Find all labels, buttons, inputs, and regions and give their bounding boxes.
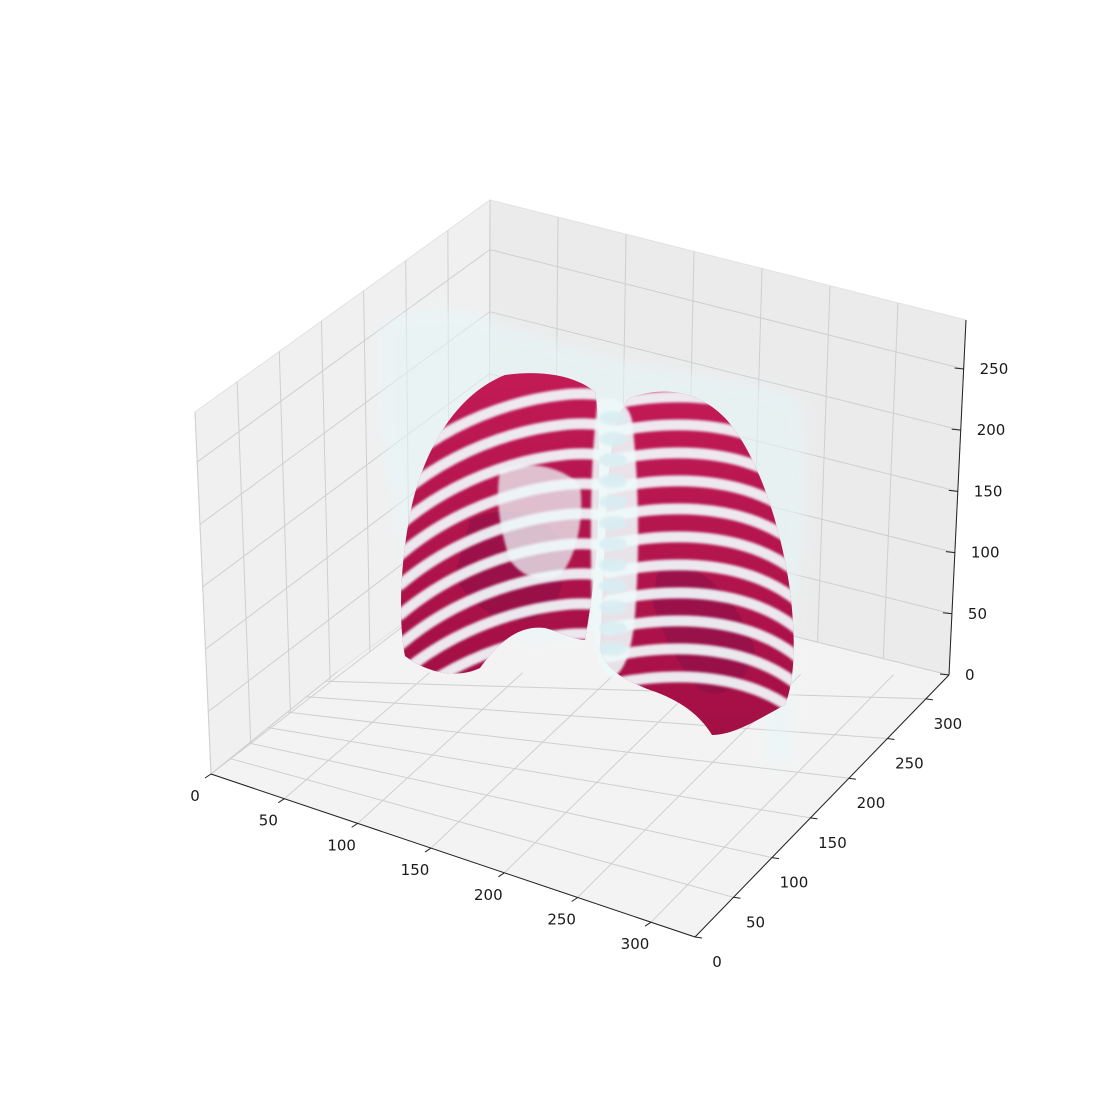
y-tick-label: 0	[712, 953, 722, 971]
gridline	[357, 672, 523, 824]
gridline	[503, 673, 709, 874]
gridline	[882, 302, 899, 659]
y-tick-mark	[694, 936, 703, 939]
z-tick-label: 200	[977, 421, 1006, 439]
y-tick-mark	[771, 857, 780, 860]
x-axis-line	[210, 773, 696, 938]
z-tick-label: 0	[965, 666, 975, 684]
sternum	[498, 465, 582, 580]
vertebra	[599, 495, 627, 509]
gridline	[236, 381, 252, 744]
y-tick-mark	[925, 698, 933, 701]
x-tick-label: 300	[621, 935, 650, 953]
vertebra	[599, 558, 627, 572]
x-tick-label: 250	[547, 910, 576, 928]
x-tick-mark	[498, 872, 505, 878]
axes	[204, 319, 967, 939]
z-tick-mark	[954, 367, 964, 370]
gridline	[817, 285, 831, 643]
gridline	[278, 351, 291, 713]
x-tick-label: 50	[259, 812, 278, 830]
x-tick-label: 200	[474, 886, 503, 904]
gridline	[249, 742, 773, 859]
y-tick-label: 300	[934, 715, 963, 733]
x-tick-mark	[424, 847, 432, 853]
y-axis-line	[694, 674, 950, 938]
x-tick-label: 150	[401, 861, 430, 879]
vertebra	[599, 516, 627, 530]
vertebra	[599, 453, 627, 467]
rib	[400, 568, 600, 651]
x-tick-mark	[571, 897, 578, 902]
tick-labels: 0 50 100 150 200 250 300 0 50 100 150 200 250 300 0 50 1…	[190, 360, 1008, 971]
y-tick-label: 100	[780, 874, 809, 892]
vertebra	[599, 642, 627, 656]
y-tick-mark	[733, 896, 741, 899]
y-tick-label: 250	[895, 755, 924, 773]
x-tick-label: 0	[190, 787, 200, 805]
rib	[400, 598, 600, 674]
gridline	[430, 673, 616, 849]
vertebra	[599, 579, 627, 593]
rib	[400, 418, 600, 501]
vertebra	[599, 621, 627, 635]
z-tick-mark	[945, 551, 955, 554]
y-tick-label: 150	[818, 834, 847, 852]
x-tick-mark	[351, 822, 358, 828]
spine	[590, 398, 639, 678]
volume-render	[380, 308, 806, 765]
gridline	[268, 727, 811, 819]
z-tick-label: 50	[968, 605, 987, 623]
gridline	[194, 411, 212, 775]
gridline	[229, 758, 734, 898]
z-tick-mark	[948, 489, 958, 492]
z-tick-mark	[942, 612, 952, 615]
z-tick-mark	[951, 428, 961, 431]
vertebra	[599, 537, 627, 551]
z-axis-line	[948, 319, 967, 676]
y-tick-mark	[810, 817, 818, 820]
gridline	[363, 290, 371, 652]
x-tick-label: 100	[327, 836, 356, 854]
gridline	[320, 321, 331, 683]
y-tick-label: 200	[857, 794, 886, 812]
gridline	[287, 711, 849, 779]
gridline	[210, 671, 338, 775]
rib	[400, 448, 600, 531]
vertebra	[599, 474, 627, 488]
x-tick-mark	[644, 921, 652, 927]
x-tick-mark	[278, 798, 285, 804]
gridline	[196, 249, 964, 463]
vertebra	[599, 411, 627, 425]
gridline	[650, 674, 894, 923]
vertebra	[599, 432, 627, 446]
x-tick-mark	[204, 773, 212, 779]
y-tick-mark	[848, 777, 857, 780]
z-tick-label: 150	[974, 482, 1003, 500]
z-tick-label: 250	[980, 360, 1009, 378]
z-tick-label: 100	[971, 544, 1000, 562]
vertebra	[599, 600, 627, 614]
y-tick-label: 50	[746, 913, 765, 931]
gridline	[325, 680, 926, 700]
gridline	[199, 311, 961, 525]
gridline	[284, 672, 431, 800]
y-tick-mark	[887, 738, 895, 741]
z-tick-mark	[939, 673, 950, 676]
